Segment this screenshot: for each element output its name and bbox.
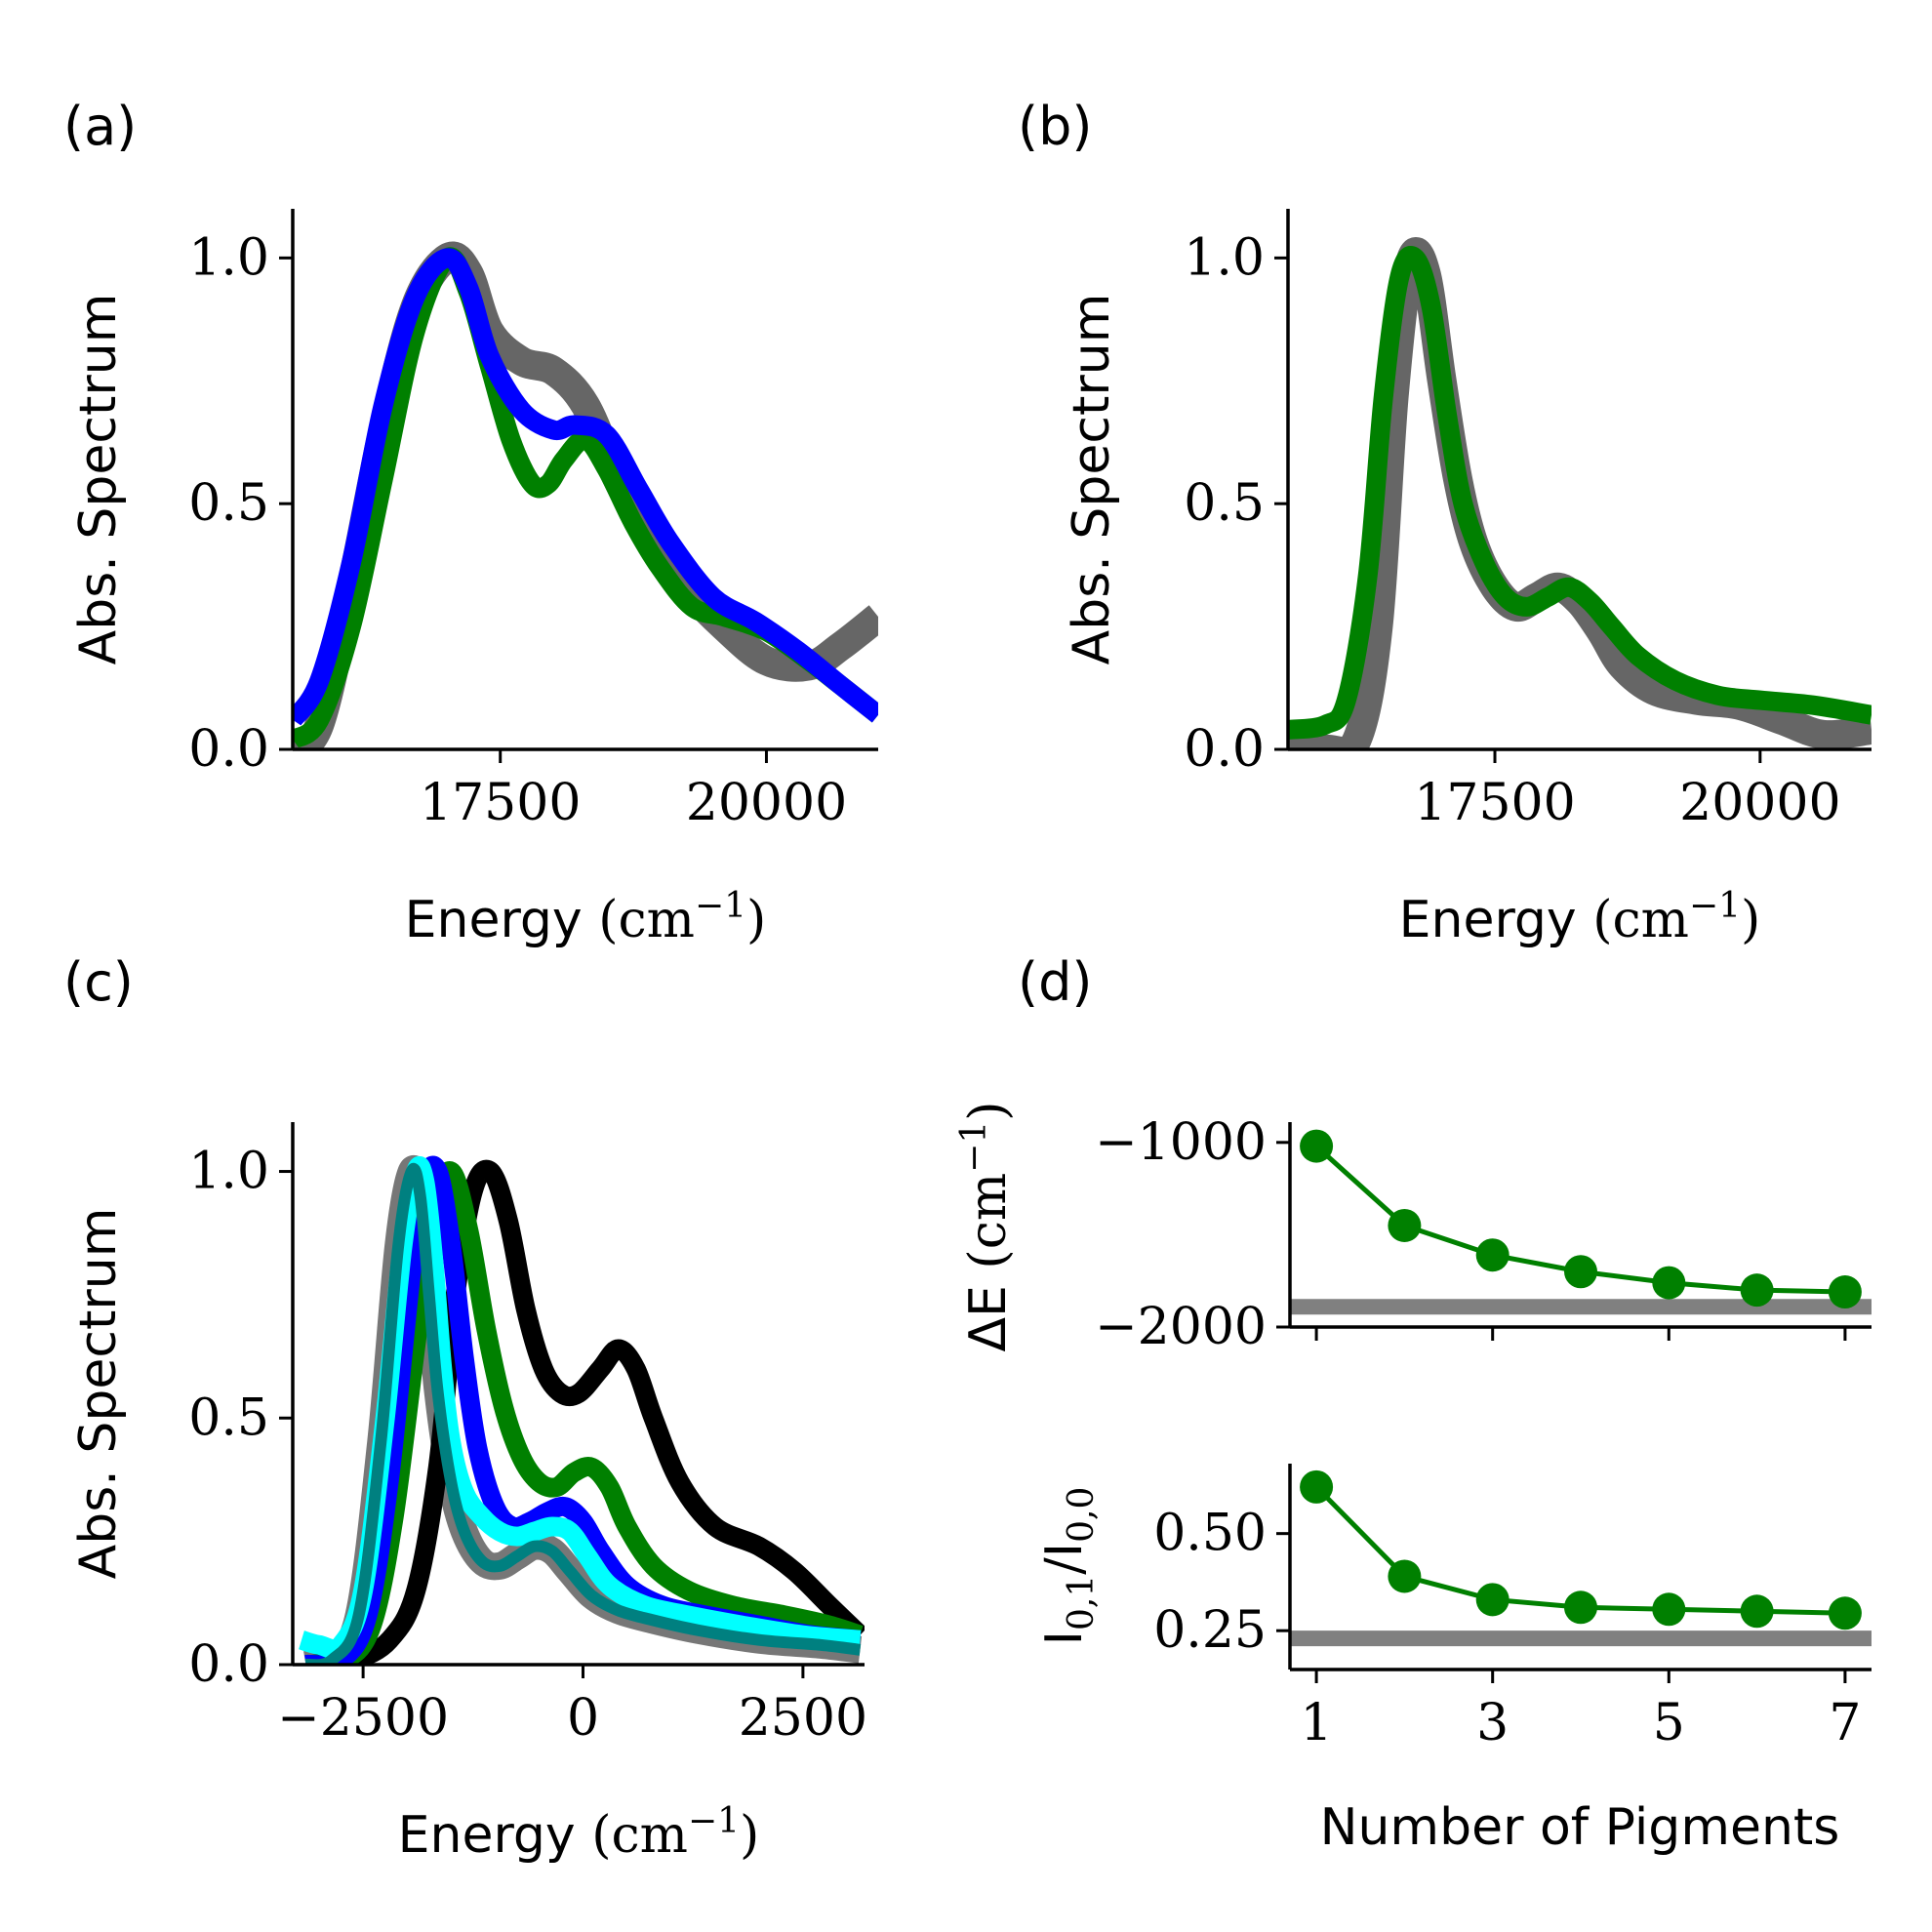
- panel-c-xlabel-close-paren: ): [740, 1806, 759, 1865]
- panel-d-top-ylabel-open-paren: (: [959, 1249, 1018, 1285]
- panel-b-ytick-label: 0.5: [1184, 474, 1265, 533]
- panel-c-xtick-label: 0: [567, 1689, 599, 1748]
- panel-a-ticks: 17500 20000 0.0 0.5 1.0: [188, 228, 847, 832]
- panel-b-xlabel-text: Energy: [1399, 891, 1577, 949]
- panel-a-ylabel: Abs. Spectrum: [69, 294, 128, 665]
- panel-d1-ytick-label: −2000: [1095, 1298, 1267, 1356]
- panel-d2-point: [1300, 1469, 1334, 1504]
- panel-d-bottom-ylabel-sub1: 0,1: [1062, 1575, 1102, 1630]
- panel-d: −1000−2000 ΔE (cm−1) 1 3 5 70.250.50 I0,1/I…: [954, 1101, 1872, 1857]
- panel-c-xtick-label: −2500: [277, 1689, 449, 1748]
- panel-a-xlabel-unit-exp: −1: [695, 886, 746, 926]
- panel-d-label: (d): [1018, 951, 1092, 1013]
- panel-c-label: (c): [63, 951, 134, 1013]
- panel-c-series-group: [298, 1154, 865, 1665]
- panel-c-xlabel-open-paren: (: [576, 1806, 612, 1865]
- panel-d1-point: [1740, 1273, 1774, 1308]
- panel-d-bottom-ticks: 1 3 5 7 0.25 0.50: [1153, 1505, 1861, 1752]
- panel-a: 17500 20000 0.0 0.5 1.0 Abs. Spectrum Energy…: [69, 209, 878, 949]
- panel-b-xlabel-unit: cm: [1613, 891, 1689, 949]
- panel-c-xlabel-unit-exp: −1: [688, 1801, 740, 1841]
- panel-d-top-ylabel-unit: cm: [959, 1173, 1018, 1249]
- panel-d1-ytick-label: −1000: [1095, 1113, 1267, 1172]
- panel-d-bottom-plot-area: [1290, 1469, 1872, 1647]
- panel-b-ytick-label: 1.0: [1184, 228, 1265, 287]
- panel-b-xtick-label: 17500: [1414, 774, 1575, 832]
- panel-c-plot-area: [298, 1154, 865, 1665]
- panel-d-top-ylabel: ΔE (cm−1): [954, 1101, 1018, 1351]
- panel-b-series-group: [1288, 237, 1872, 749]
- panel-d-top-plot-area: [1290, 1129, 1872, 1315]
- panel-d-xtick-label: 5: [1653, 1694, 1685, 1752]
- panel-d1-point: [1388, 1208, 1422, 1242]
- panel-d2-point: [1652, 1592, 1686, 1627]
- panel-d-bottom-ylabel-i1: I: [1035, 1630, 1094, 1645]
- panel-d2-ytick-label: 0.50: [1153, 1505, 1267, 1563]
- panel-a-label: (a): [63, 96, 137, 157]
- panel-b-ytick-label: 0.0: [1184, 720, 1265, 779]
- panel-d2-point: [1828, 1596, 1862, 1630]
- panel-c-xlabel-unit: cm: [612, 1806, 688, 1865]
- panel-a-ytick-label: 0.0: [188, 720, 269, 779]
- panel-c-ytick-label: 0.0: [188, 1635, 269, 1694]
- panel-c: −2500 0 2500 0.0 0.5 1.0 Abs. Spectrum Energy…: [69, 1122, 867, 1865]
- panel-c-series-1-pigment: [308, 1159, 865, 1665]
- panel-b-label: (b): [1018, 96, 1092, 157]
- panel-d-bottom-ylabel-i2: I: [1035, 1543, 1094, 1557]
- panel-a-xlabel: Energy (cm−1): [405, 886, 767, 949]
- panel-d-xlabel: Number of Pigments: [1320, 1798, 1840, 1857]
- panel-a-ytick-label: 1.0: [188, 228, 269, 287]
- panel-c-series-experiment-overlay: [304, 1162, 862, 1665]
- panel-c-series-2-pigments: [308, 1161, 864, 1665]
- panel-a-series-multi-pigment: [293, 248, 878, 727]
- panel-c-xtick-label: 2500: [739, 1689, 867, 1748]
- panel-c-xlabel-text: Energy: [398, 1806, 576, 1865]
- panel-a-xlabel-unit: cm: [619, 891, 695, 949]
- panel-d2-point: [1388, 1559, 1422, 1593]
- panel-d2-ytick-label: 0.25: [1153, 1601, 1267, 1660]
- panel-b-xlabel-unit-exp: −1: [1689, 886, 1741, 926]
- panel-d1-point: [1300, 1129, 1334, 1163]
- panel-a-xlabel-close-paren: ): [746, 891, 766, 949]
- panel-b-xtick-label: 20000: [1679, 774, 1840, 832]
- panel-d2-point: [1475, 1583, 1509, 1617]
- panel-d-top-ylabel-close-paren: ): [959, 1101, 1018, 1120]
- panel-a-xlabel-text: Energy: [405, 891, 583, 949]
- panel-a-plot-area: [293, 241, 878, 749]
- panel-d1-point: [1475, 1238, 1509, 1272]
- panel-b-xlabel: Energy (cm−1): [1399, 886, 1761, 949]
- panel-c-ytick-label: 0.5: [188, 1389, 269, 1447]
- panel-a-xlabel-open-paren: (: [583, 891, 619, 949]
- panel-b-xlabel-open-paren: (: [1577, 891, 1613, 949]
- panel-d1-point: [1828, 1275, 1862, 1309]
- panel-d2-point: [1740, 1594, 1774, 1629]
- panel-d-bottom-ylabel-slash: /: [1035, 1557, 1094, 1575]
- panel-a-series-group: [293, 241, 878, 749]
- panel-b-ylabel: Abs. Spectrum: [1063, 294, 1121, 665]
- panel-c-ylabel: Abs. Spectrum: [69, 1208, 128, 1580]
- panel-d-top-ylabel-text: ΔE: [959, 1285, 1018, 1351]
- panel-d-top-ylabel-unit-exp: −1: [954, 1121, 994, 1173]
- panel-a-xtick-label: 20000: [686, 774, 847, 832]
- panel-b-ticks: 17500 20000 0.0 0.5 1.0: [1184, 228, 1840, 832]
- panel-c-ticks: −2500 0 2500 0.0 0.5 1.0: [188, 1143, 867, 1748]
- panel-b-plot-area: [1288, 237, 1872, 749]
- panel-d-bottom-ylabel: I0,1/I0,0: [1035, 1487, 1102, 1646]
- panel-c-ytick-label: 1.0: [188, 1143, 269, 1201]
- panel-d-top-ticks: −1000 −2000: [1095, 1113, 1847, 1356]
- panel-a-xtick-label: 17500: [420, 774, 581, 832]
- panel-d-xtick-label: 7: [1829, 1694, 1861, 1752]
- panel-d2-point: [1564, 1590, 1597, 1625]
- panel-b-series-model: [1288, 246, 1872, 740]
- panel-d-bottom-ylabel-sub2: 0,0: [1062, 1487, 1102, 1543]
- panel-d-xtick-label: 3: [1476, 1694, 1509, 1752]
- panel-d1-point: [1564, 1255, 1597, 1289]
- panel-b-xlabel-close-paren: ): [1741, 891, 1760, 949]
- panel-c-xlabel: Energy (cm−1): [398, 1801, 760, 1865]
- panel-d1-point: [1652, 1266, 1686, 1300]
- panel-b: 17500 20000 0.0 0.5 1.0 Abs. Spectrum Energy…: [1063, 209, 1872, 949]
- panel-a-ytick-label: 0.5: [188, 474, 269, 533]
- panel-d-xtick-label: 1: [1301, 1694, 1333, 1752]
